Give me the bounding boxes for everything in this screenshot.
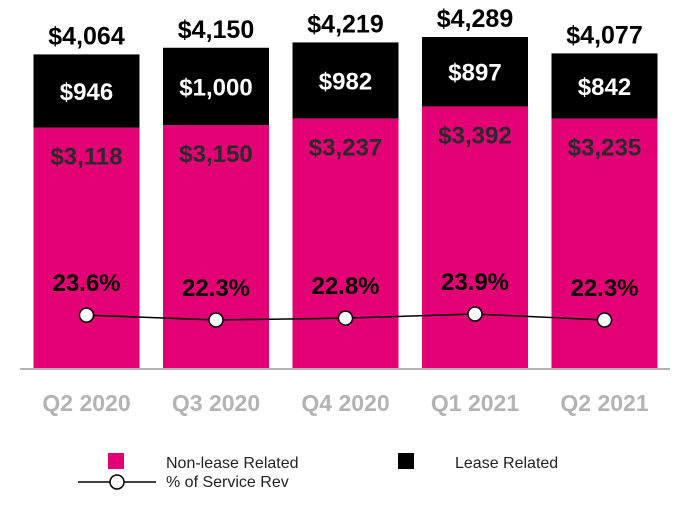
bar-label-non-lease: $3,235 [568,135,641,162]
bar-non-lease [163,125,269,370]
bar-lease [163,47,269,126]
service-rev-pct-label: 22.8% [311,273,379,300]
x-tick-labels: Q2 2020 Q3 2020 Q4 2020 Q1 2021 Q2 2021 [42,390,648,416]
service-rev-line-layer: 23.6% 22.3% 22.8% 23.9% 22.3% [52,269,639,328]
service-rev-marker [337,310,354,326]
x-tick-label: Q2 2021 [560,390,648,416]
service-rev-marker [467,306,483,322]
x-tick-label: Q3 2020 [172,390,260,416]
bar-non-lease [422,106,528,370]
service-rev-pct-label: 23.6% [52,270,120,297]
bar-label-lease: $982 [319,68,372,95]
bar-lease [551,53,658,119]
bar-non-lease [33,127,140,369]
bar-total-label: $4,219 [307,10,383,38]
bar-label-non-lease: $3,150 [179,141,252,168]
bar-label-lease: $842 [578,74,631,101]
bar-lease [33,54,140,128]
bars-layer: $946 $3,118 $4,064 $1,000 $3,150 $4,150 $982 $3… [33,5,658,370]
bar-label-non-lease: $3,237 [309,134,382,161]
bar-label-non-lease: $3,392 [438,122,511,149]
service-rev-marker [208,312,224,328]
x-tick-label: Q2 2020 [42,390,130,416]
legend-marker-sample [109,474,125,490]
bar-total-label: $4,150 [178,16,254,44]
bar-total-label: $4,289 [437,5,513,33]
x-tick-label: Q4 2020 [301,390,389,416]
bar-label-lease: $946 [60,79,113,106]
legend-label-service-rev: % of Service Rev [166,474,289,491]
legend-label-non-lease: Non-lease Related [166,455,299,472]
bar-total-label: $4,064 [48,22,125,50]
x-tick-label: Q1 2021 [431,390,519,416]
bar-label-lease: $897 [448,60,501,87]
service-rev-pct-label: 22.3% [570,275,638,302]
service-rev-pct-label: 23.9% [441,269,509,296]
legend: Non-lease Related Lease Related % of Ser… [78,453,558,491]
service-rev-marker [596,312,613,328]
bar-label-lease: $1,000 [179,74,252,101]
legend-swatch-lease [398,453,414,469]
service-rev-marker [78,307,95,323]
bar-label-non-lease: $3,118 [50,144,122,171]
legend-label-lease: Lease Related [455,455,558,472]
bar-lease [422,37,528,107]
service-rev-pct-label: 22.3% [182,275,250,302]
bar-total-label: $4,077 [566,21,642,49]
bar-lease [292,42,399,119]
legend-swatch-non-lease [108,453,124,469]
bar-non-lease [292,118,399,370]
